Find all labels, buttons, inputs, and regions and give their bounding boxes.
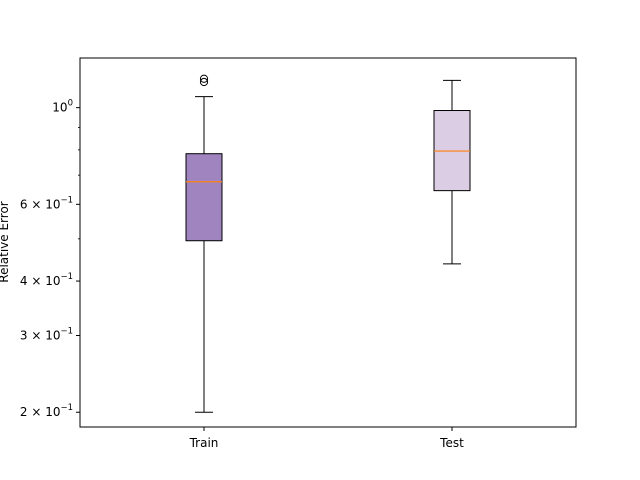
outlier-point [199, 74, 209, 83]
axes-frame [79, 57, 577, 428]
y-axis-label: Relative Error [0, 201, 11, 283]
boxes-layer [185, 74, 471, 413]
plot-area [80, 58, 576, 427]
y-tick-label: 3 × 10−1 [20, 327, 73, 343]
box-test [433, 79, 471, 265]
y-tick-label: 100 [52, 99, 73, 115]
y-tick-label: 2 × 10−1 [20, 403, 73, 419]
x-tick-label: Train [189, 436, 219, 450]
ticks-layer: Train Test 100 6 × 10−1 4 × 10−1 3 × 10−1 2 × … [20, 99, 464, 450]
iqr-box [185, 153, 223, 242]
y-tick-label: 4 × 10−1 [20, 272, 73, 288]
outlier-point [199, 77, 209, 87]
y-tick-label: 6 × 10−1 [20, 195, 73, 211]
box-train [185, 74, 223, 413]
x-tick-label: Test [439, 436, 464, 450]
